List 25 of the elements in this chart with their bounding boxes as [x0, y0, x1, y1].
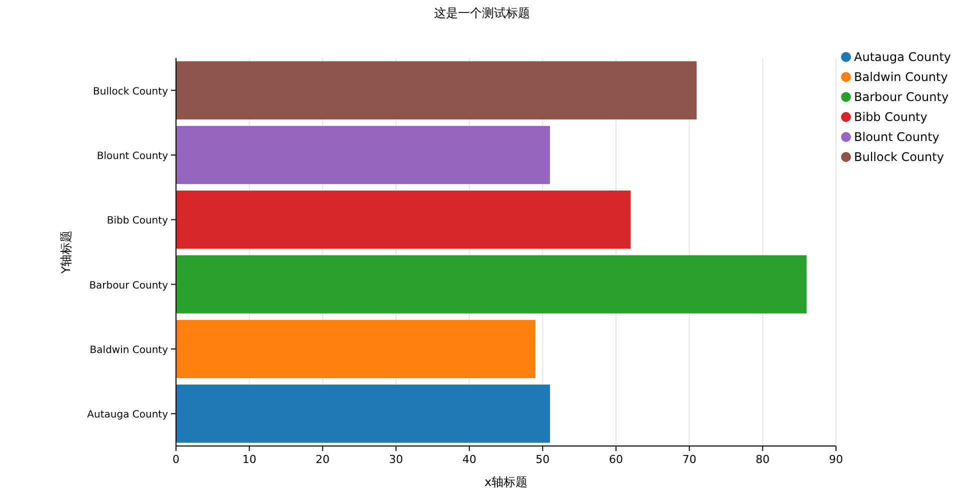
x-tick-label: 50: [536, 453, 550, 466]
legend-label: Bibb County: [854, 110, 928, 124]
x-tick-label: 20: [316, 453, 330, 466]
x-tick-label: 10: [242, 453, 256, 466]
x-tick-label: 30: [389, 453, 403, 466]
x-tick-label: 70: [682, 453, 696, 466]
x-tick-label: 0: [172, 453, 180, 466]
y-tick-label: Bibb County: [106, 216, 168, 227]
y-axis-title: Y轴标题: [59, 230, 73, 275]
legend-label: Baldwin County: [854, 70, 948, 84]
x-axis-title: x轴标题: [484, 475, 528, 489]
x-tick-label: 80: [756, 453, 770, 466]
x-tick-label: 60: [609, 453, 623, 466]
y-tick-label: Baldwin County: [90, 345, 168, 356]
chart-title: 这是一个测试标题: [434, 6, 530, 20]
legend-label: Blount County: [854, 130, 940, 144]
legend-label: Bullock County: [854, 150, 944, 164]
x-tick-label: 90: [829, 453, 843, 466]
y-tick-label: Autauga County: [87, 410, 168, 421]
y-tick-label: Blount County: [96, 151, 168, 162]
y-tick-label: Barbour County: [89, 280, 168, 292]
legend-label: Autauga County: [854, 50, 952, 64]
legend-label: Barbour County: [854, 90, 949, 104]
y-tick-label: Bullock County: [93, 86, 168, 98]
x-tick-label: 40: [462, 453, 476, 466]
